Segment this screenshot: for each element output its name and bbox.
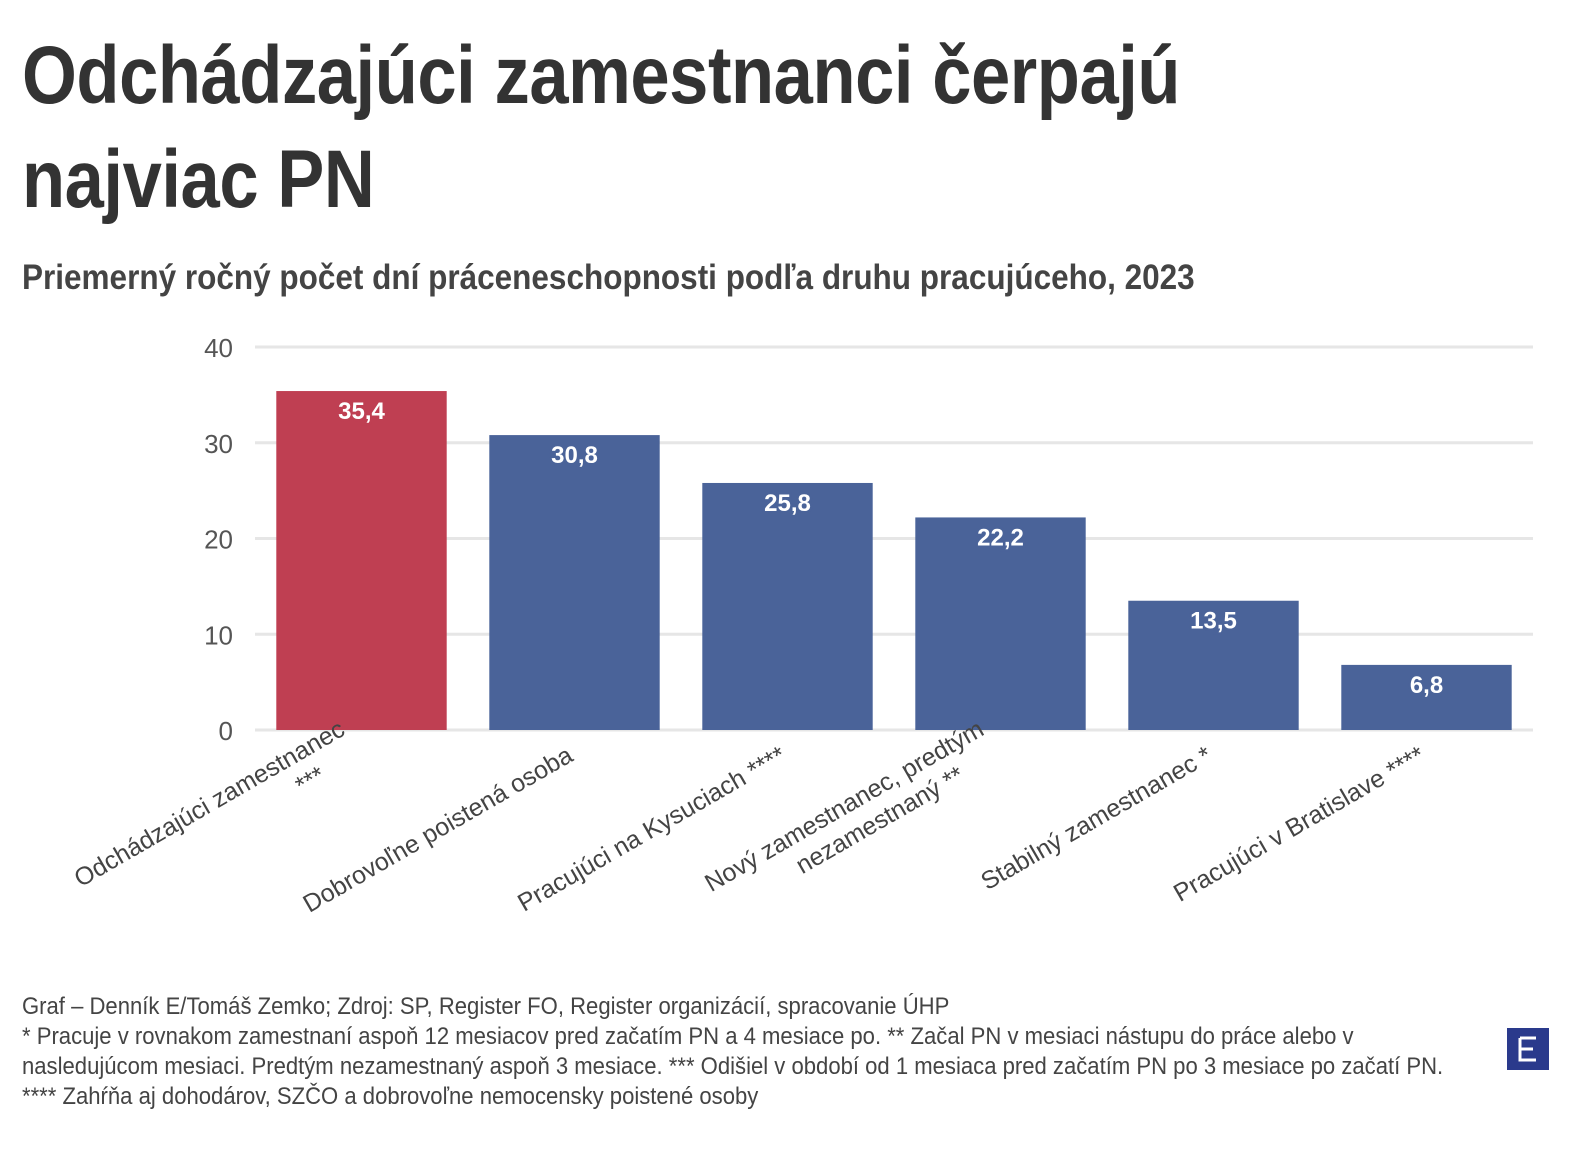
source-text: Graf – Denník E/Tomáš Zemko; Zdroj: SP, … xyxy=(22,993,950,1020)
bar xyxy=(1341,664,1512,730)
y-tick-label: 30 xyxy=(204,429,233,459)
footer: Graf – Denník E/Tomáš Zemko; Zdroj: SP, … xyxy=(22,992,1457,1112)
y-tick-label: 40 xyxy=(204,333,233,363)
y-tick-label: 10 xyxy=(204,620,233,650)
value-label: 25,8 xyxy=(764,490,811,517)
logo-e-mark xyxy=(1518,1036,1536,1062)
category-label: Nový zamestnanec, predtýmnezamestnaný ** xyxy=(700,715,1003,924)
category-label-line: Nový zamestnanec, predtým xyxy=(700,715,988,898)
footnotes-text: * Pracuje v rovnakom zamestnaní aspoň 12… xyxy=(22,1023,1444,1110)
chart-title: Odchádzajúci zamestnanci čerpajú najviac… xyxy=(22,30,1181,225)
denník-e-logo xyxy=(1507,1028,1549,1070)
bar xyxy=(1128,600,1299,730)
category-label-line: Stabilný zamestnanec * xyxy=(976,741,1216,896)
category-label: Stabilný zamestnanec * xyxy=(976,741,1216,896)
bar xyxy=(276,391,447,730)
bars xyxy=(276,391,1512,730)
bar xyxy=(489,435,660,730)
bar xyxy=(915,517,1086,730)
bar-chart: 0 10 20 30 40 35,4 30,8 25,8 22,2 13,5 6,8 Odchád… xyxy=(70,333,1533,924)
value-label: 6,8 xyxy=(1410,672,1443,699)
value-label: 22,2 xyxy=(977,524,1024,551)
grid-lines xyxy=(255,345,1533,732)
chart-subtitle: Priemerný ročný počet dní práceneschopno… xyxy=(22,258,1195,297)
value-label: 13,5 xyxy=(1190,608,1237,635)
bar xyxy=(702,482,873,730)
y-axis-ticks: 0 10 20 30 40 xyxy=(204,333,233,746)
x-axis-labels: Odchádzajúci zamestnanec***Dobrovoľne po… xyxy=(70,715,1430,924)
value-label: 35,4 xyxy=(338,398,385,425)
y-tick-label: 0 xyxy=(219,716,233,746)
category-label-line: Odchádzajúci zamestnanec xyxy=(70,715,350,893)
value-label: 30,8 xyxy=(551,442,598,469)
y-tick-label: 20 xyxy=(204,525,233,555)
value-labels: 35,4 30,8 25,8 22,2 13,5 6,8 xyxy=(336,396,1446,702)
